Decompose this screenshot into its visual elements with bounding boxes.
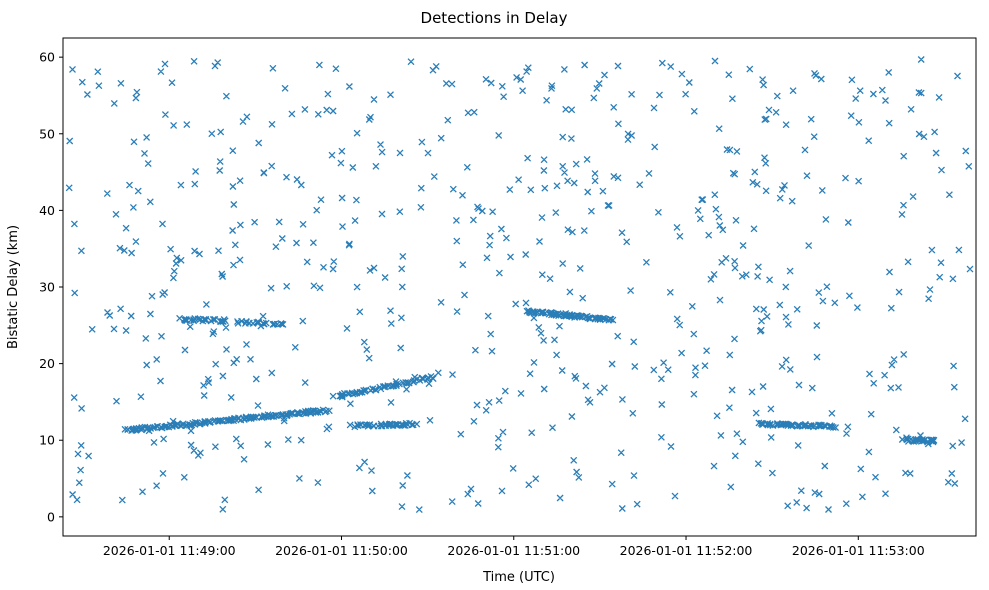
x-tick-label: 2026-01-01 11:53:00	[792, 543, 925, 558]
y-tick-label: 0	[47, 509, 55, 524]
axes: 2026-01-01 11:49:00 2026-01-01 11:50:00 20…	[39, 50, 925, 558]
x-tick-label: 2026-01-01 11:52:00	[620, 543, 753, 558]
y-tick-label: 20	[39, 356, 55, 371]
scatter-markers	[65, 56, 974, 514]
y-tick-label: 50	[39, 126, 55, 141]
y-tick-label: 40	[39, 203, 55, 218]
y-tick-label: 30	[39, 280, 55, 295]
x-tick-label: 2026-01-01 11:50:00	[275, 543, 408, 558]
data-points	[65, 56, 974, 514]
x-tick-label: 2026-01-01 11:49:00	[103, 543, 236, 558]
y-tick-label: 60	[39, 50, 55, 65]
y-axis-label: Bistatic Delay (km)	[6, 225, 21, 349]
x-tick-label: 2026-01-01 11:51:00	[447, 543, 580, 558]
chart-title: Detections in Delay	[421, 9, 568, 27]
x-axis-label: Time (UTC)	[482, 570, 555, 585]
y-tick-label: 10	[39, 433, 55, 448]
plot-frame	[62, 37, 977, 537]
